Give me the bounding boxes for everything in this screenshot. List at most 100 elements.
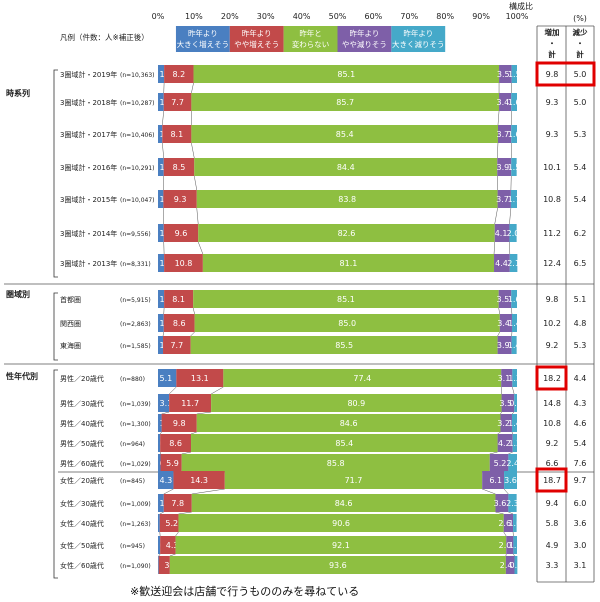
- legend-label: 大きく減りそう: [392, 39, 445, 49]
- bar-segment: [512, 369, 517, 387]
- bar-segment: [158, 158, 164, 176]
- bar-segment: [497, 125, 512, 143]
- bar-value-label: 1.2: [508, 439, 521, 448]
- bar-segment: [508, 454, 517, 472]
- bar-segment: [511, 414, 517, 432]
- decrease-value: 5.4: [574, 163, 587, 172]
- bar-segment: [501, 394, 515, 412]
- side-column-header: 計: [548, 49, 556, 59]
- bar-value-label: 5.1: [160, 374, 173, 383]
- connector-line: [163, 488, 174, 495]
- group-label: 時系列: [6, 88, 30, 98]
- bar-value-label: 2.3: [506, 499, 519, 508]
- increase-value: 6.6: [546, 459, 559, 468]
- row-n: (n=10,047): [120, 197, 155, 204]
- connector-line: [494, 207, 498, 225]
- bar-segment: [158, 336, 164, 354]
- bar-segment: [158, 224, 164, 242]
- bar-value-label: 92.1: [332, 541, 350, 550]
- increase-value: 3.3: [546, 561, 559, 570]
- side-column-header: 減少: [573, 27, 588, 37]
- connector-line: [161, 411, 170, 415]
- increase-value: 4.9: [546, 541, 559, 550]
- bar-segment: [158, 454, 161, 472]
- bar-value-label: 14.3: [190, 476, 208, 485]
- bar-value-label: 71.7: [345, 476, 363, 485]
- bar-value-label: 10.8: [175, 259, 193, 268]
- decrease-value: 3.0: [574, 541, 587, 550]
- bar-value-label: 80.9: [347, 399, 365, 408]
- connector-line: [196, 411, 212, 415]
- bar-value-label: 85.0: [338, 319, 356, 328]
- bar-value-label: 81.1: [340, 259, 358, 268]
- bar-segment: [503, 514, 514, 532]
- bar-value-label: 2.4: [506, 459, 519, 468]
- bar-value-label: 3.5: [499, 399, 512, 408]
- row-n: (n=964): [120, 441, 145, 448]
- row-n: (n=845): [120, 478, 145, 485]
- bar-segment: [158, 290, 165, 308]
- bar-value-label: 84.6: [340, 419, 358, 428]
- connector-line: [511, 307, 513, 315]
- bar-segment: [173, 471, 225, 489]
- bar-value-label: 85.1: [337, 295, 355, 304]
- legend-label: やや減りそう: [342, 39, 387, 49]
- bar-value-label: 3.9: [497, 341, 510, 350]
- decrease-value: 5.1: [574, 295, 587, 304]
- group-label: 性年代別: [6, 371, 38, 381]
- row-label: 女性／30歳代: [60, 499, 104, 508]
- x-tick-label: 40%: [293, 12, 311, 21]
- connector-line: [191, 142, 195, 159]
- bar-segment: [482, 471, 505, 489]
- increase-value: 9.2: [546, 439, 559, 448]
- row-n: (n=1,263): [120, 521, 151, 528]
- bar-value-label: 82.6: [338, 229, 356, 238]
- increase-value: 9.3: [546, 130, 559, 139]
- increase-value: 14.8: [543, 399, 561, 408]
- bar-value-label: 3.6: [504, 476, 517, 485]
- decrease-value: 5.0: [574, 98, 587, 107]
- legend-swatch: [283, 26, 338, 52]
- connector-line: [508, 451, 513, 455]
- bar-value-label: 85.4: [336, 130, 354, 139]
- highlight-box: [535, 365, 568, 391]
- increase-value: 9.8: [546, 70, 559, 79]
- bar-segment: [194, 158, 498, 176]
- bar-value-label: 85.5: [335, 341, 353, 350]
- row-n: (n=1,090): [120, 563, 151, 570]
- bar-segment: [223, 369, 502, 387]
- x-tick-label: 30%: [257, 12, 275, 21]
- connector-line: [498, 307, 501, 315]
- row-n: (n=9,556): [120, 231, 151, 238]
- bar-value-label: 1.6: [508, 130, 521, 139]
- connector-line: [169, 553, 176, 557]
- bar-segment: [500, 414, 512, 432]
- connector-line: [196, 207, 199, 225]
- bar-segment: [196, 190, 498, 208]
- bar-segment: [198, 224, 495, 242]
- bar-segment: [158, 556, 159, 574]
- unit-label: (%): [573, 14, 587, 23]
- bar-value-label: 3.5: [497, 295, 510, 304]
- connector-line: [511, 431, 513, 435]
- bar-value-label: 9.8: [173, 419, 186, 428]
- bar-value-label: 5.2: [165, 519, 178, 528]
- connector-line: [194, 175, 198, 191]
- highlight-box: [535, 61, 596, 87]
- row-label: 男性／50歳代: [60, 439, 104, 448]
- bar-segment: [163, 93, 192, 111]
- row-n: (n=10,406): [120, 132, 155, 139]
- decrease-value: 5.4: [574, 439, 587, 448]
- bar-segment: [504, 471, 517, 489]
- increase-value: 10.8: [543, 195, 561, 204]
- bar-value-label: 2.1: [507, 259, 520, 268]
- bar-value-label: 8.2: [172, 70, 185, 79]
- legend-label: 昨年より: [403, 28, 433, 38]
- bar-segment: [511, 125, 517, 143]
- bar-value-label: 1.7: [508, 195, 521, 204]
- bar-value-label: 8.1: [172, 295, 185, 304]
- connector-line: [503, 531, 507, 537]
- bar-segment: [163, 158, 195, 176]
- bar-segment: [495, 494, 509, 512]
